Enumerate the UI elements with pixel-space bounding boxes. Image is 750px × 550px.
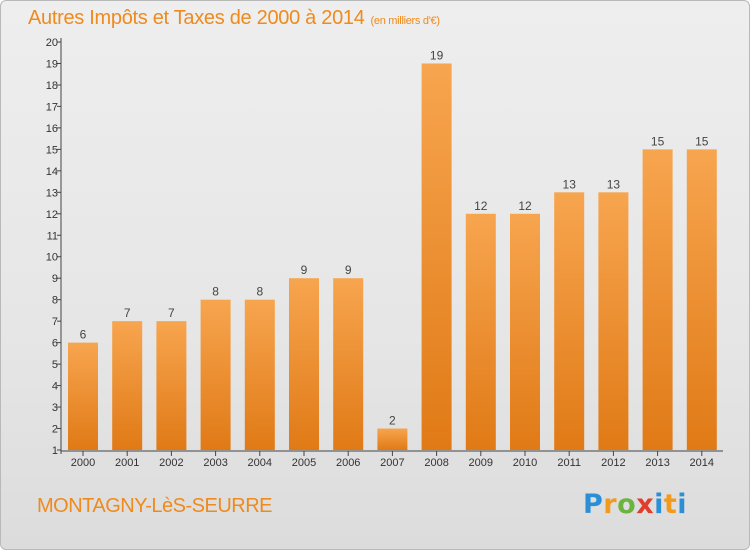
logo-letter: t: [663, 489, 678, 520]
data-label: 15: [695, 134, 709, 148]
bar-2012: [598, 192, 629, 450]
y-tick-label: 18: [46, 80, 58, 92]
data-label: 12: [474, 199, 488, 213]
x-tick-label: 2014: [690, 457, 714, 469]
y-tick-label: 20: [46, 37, 58, 49]
bar-2003: [200, 299, 231, 450]
y-tick-label: 17: [46, 101, 58, 113]
data-label: 6: [80, 328, 87, 342]
x-tick-label: 2007: [380, 457, 404, 469]
bar-2013: [642, 149, 673, 451]
data-label: 13: [563, 177, 577, 191]
bar-2014: [686, 149, 717, 451]
data-label: 19: [430, 48, 444, 62]
x-tick-label: 2006: [336, 457, 360, 469]
y-tick-label: 4: [52, 381, 58, 393]
data-labels-group: 6 7 7 8 8 9 9 2 19 12 12 13 13 15 15: [80, 48, 709, 427]
x-axis: 2000 2001 2002 2003 2004 2005 2006 2007 2008 2009…: [61, 450, 723, 469]
logo-letter: r: [603, 489, 618, 520]
bar-2001: [112, 321, 143, 450]
x-tick-label: 2001: [115, 457, 139, 469]
bar-2004: [244, 299, 275, 450]
bar-2005: [289, 278, 319, 450]
bar-2000: [68, 342, 98, 450]
bar-2010: [510, 213, 540, 450]
data-label: 15: [651, 134, 665, 148]
logo-letter: i: [654, 489, 664, 520]
x-tick-label: 2012: [601, 457, 625, 469]
chart-title: Autres Impôts et Taxes de 2000 à 2014 (en…: [28, 7, 440, 30]
data-label: 8: [212, 285, 219, 299]
y-tick-label: 5: [52, 359, 58, 371]
y-tick-label: 14: [46, 166, 58, 178]
y-tick-label: 8: [52, 295, 58, 307]
x-tick-label: 2000: [71, 457, 95, 469]
data-label: 8: [256, 285, 263, 299]
y-tick-label: 19: [46, 58, 58, 70]
y-tick-label: 9: [52, 273, 58, 285]
y-tick-label: 13: [46, 187, 58, 199]
bar-2008: [421, 63, 452, 450]
bar-2011: [554, 192, 585, 450]
bar-2009: [465, 213, 496, 450]
x-tick-label: 2002: [159, 457, 183, 469]
chart-unit: (en milliers d'€): [370, 15, 440, 27]
logo-letter: x: [636, 489, 655, 520]
proxiti-logo[interactable]: Proxiti: [583, 489, 687, 520]
x-tick-label: 2008: [424, 457, 448, 469]
y-tick-label: 16: [46, 123, 58, 135]
x-tick-label: 2013: [645, 457, 669, 469]
data-label: 9: [345, 263, 352, 277]
y-tick-label: 10: [46, 252, 58, 264]
x-tick-label: 2005: [292, 457, 316, 469]
y-tick-label: 1: [52, 445, 58, 457]
data-label: 2: [389, 414, 396, 428]
logo-letter: i: [677, 489, 688, 520]
bar-2006: [333, 278, 364, 450]
y-tick-label: 11: [47, 230, 58, 242]
data-label: 12: [518, 199, 532, 213]
data-label: 7: [124, 306, 131, 320]
y-tick-label: 12: [46, 209, 58, 221]
chart-title-text: Autres Impôts et Taxes de 2000 à 2014: [28, 7, 365, 29]
bars-group: [68, 63, 717, 451]
commune-name: MONTAGNY-LèS-SEURRE: [37, 495, 273, 517]
data-label: 13: [607, 177, 621, 191]
y-tick-label: 7: [52, 316, 58, 328]
y-tick-label: 6: [52, 338, 58, 350]
bar-2002: [156, 321, 187, 450]
logo-letter: P: [583, 489, 604, 520]
logo-letter: o: [617, 489, 637, 520]
x-tick-label: 2003: [203, 457, 227, 469]
x-tick-label: 2004: [248, 457, 272, 469]
x-tick-label: 2011: [557, 457, 581, 469]
y-tick-label: 3: [52, 402, 58, 414]
data-label: 9: [301, 263, 308, 277]
x-tick-label: 2010: [513, 457, 537, 469]
y-tick-label: 2: [52, 424, 58, 436]
x-tick-label: 2009: [469, 457, 493, 469]
data-label: 7: [168, 306, 175, 320]
bar-2007: [377, 428, 408, 450]
y-tick-label: 15: [46, 144, 58, 156]
